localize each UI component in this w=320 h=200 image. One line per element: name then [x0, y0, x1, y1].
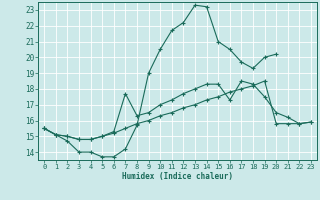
X-axis label: Humidex (Indice chaleur): Humidex (Indice chaleur)	[122, 172, 233, 181]
